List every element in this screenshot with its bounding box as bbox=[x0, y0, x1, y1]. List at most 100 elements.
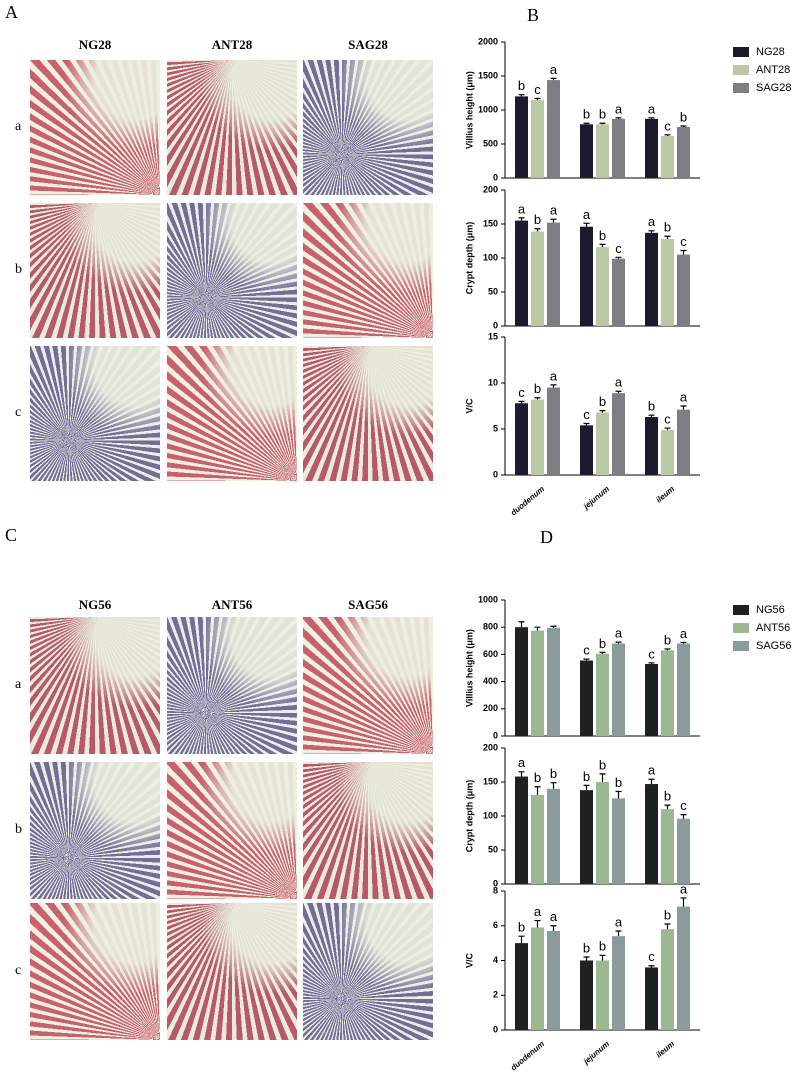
bar bbox=[580, 790, 593, 884]
error-bar bbox=[615, 117, 622, 119]
bar bbox=[645, 118, 658, 178]
significance-letter: a bbox=[550, 368, 558, 383]
bar bbox=[515, 943, 528, 1030]
error-bar bbox=[583, 122, 590, 125]
y-tick-label: 0 bbox=[493, 172, 498, 182]
significance-letter: b bbox=[599, 107, 606, 122]
error-bar bbox=[550, 782, 557, 789]
bar bbox=[547, 788, 560, 884]
column-label: NG28 bbox=[78, 37, 112, 52]
legend-swatch bbox=[733, 641, 749, 651]
column-label: NG56 bbox=[78, 597, 112, 612]
significance-letter: b bbox=[664, 220, 671, 235]
bar bbox=[596, 412, 609, 475]
legend-label: ANT56 bbox=[756, 622, 790, 634]
bar bbox=[580, 425, 593, 475]
significance-letter: c bbox=[664, 412, 671, 427]
error-bar bbox=[680, 641, 687, 644]
legend-swatch bbox=[733, 65, 749, 75]
y-tick-label: 5 bbox=[493, 423, 498, 433]
significance-letter: c bbox=[583, 643, 590, 658]
significance-letter: b bbox=[550, 766, 557, 781]
micrograph bbox=[30, 60, 160, 195]
y-tick-label: 0 bbox=[493, 469, 498, 479]
error-bar bbox=[583, 784, 590, 791]
y-tick-label: 100 bbox=[483, 252, 498, 262]
bar bbox=[612, 393, 625, 475]
significance-letter: b bbox=[518, 78, 525, 93]
y-axis-label: Crypt depth (μm) bbox=[464, 780, 474, 853]
bar bbox=[596, 247, 609, 326]
error-bar bbox=[648, 965, 655, 968]
significance-letter: b bbox=[599, 636, 606, 651]
bar bbox=[612, 118, 625, 178]
bar bbox=[677, 906, 690, 1030]
significance-letter: c bbox=[583, 407, 590, 422]
micrograph bbox=[167, 903, 297, 1040]
x-tick-label: jejunum bbox=[581, 484, 611, 511]
error-bar bbox=[518, 935, 525, 944]
bar bbox=[531, 794, 544, 884]
row-label: c bbox=[15, 962, 22, 978]
significance-letter: a bbox=[550, 909, 558, 924]
error-bar bbox=[664, 235, 671, 239]
error-bar bbox=[550, 218, 557, 223]
bar bbox=[612, 936, 625, 1030]
bar bbox=[515, 403, 528, 475]
significance-letter: b bbox=[518, 920, 525, 935]
significance-letter: c bbox=[648, 646, 655, 661]
micrograph bbox=[303, 203, 433, 338]
error-bar bbox=[648, 117, 655, 119]
panel-label: C bbox=[5, 525, 18, 545]
significance-letter: b bbox=[534, 770, 541, 785]
error-bar bbox=[599, 954, 606, 961]
micrograph bbox=[303, 903, 433, 1040]
significance-letter: a bbox=[648, 214, 656, 229]
row-label: b bbox=[15, 261, 22, 277]
y-tick-label: 2 bbox=[493, 990, 498, 1000]
error-bar bbox=[648, 414, 655, 418]
y-tick-label: 0 bbox=[493, 1024, 498, 1034]
error-bar bbox=[615, 641, 622, 644]
y-tick-label: 400 bbox=[483, 676, 498, 686]
legend-swatch bbox=[733, 47, 749, 57]
x-tick-label: ileum bbox=[654, 484, 676, 504]
y-tick-label: 200 bbox=[483, 703, 498, 713]
significance-letter: b bbox=[664, 789, 671, 804]
y-tick-label: 4 bbox=[493, 955, 498, 965]
significance-letter: b bbox=[534, 212, 541, 227]
significance-letter: b bbox=[664, 632, 671, 647]
bar bbox=[612, 643, 625, 736]
error-bar bbox=[664, 923, 671, 930]
y-tick-label: 0 bbox=[493, 878, 498, 888]
column-label: SAG28 bbox=[348, 37, 388, 52]
micrograph bbox=[303, 346, 433, 481]
y-tick-label: 200 bbox=[483, 184, 498, 194]
significance-letter: a bbox=[680, 626, 688, 641]
significance-letter: b bbox=[680, 109, 687, 124]
significance-letter: c bbox=[680, 798, 687, 813]
error-bar bbox=[664, 134, 671, 136]
bar bbox=[531, 99, 544, 178]
significance-letter: a bbox=[680, 881, 688, 896]
error-bar bbox=[550, 384, 557, 388]
error-bar bbox=[599, 410, 606, 413]
bar bbox=[531, 399, 544, 475]
y-axis-label: Villius height (μm) bbox=[464, 629, 474, 707]
y-axis-label: Crypt depth (μm) bbox=[464, 222, 474, 295]
error-bar bbox=[615, 790, 622, 799]
significance-letter: a bbox=[615, 914, 623, 929]
error-bar bbox=[534, 397, 541, 400]
significance-letter: b bbox=[599, 757, 606, 772]
bar bbox=[580, 960, 593, 1030]
bar bbox=[677, 643, 690, 736]
error-bar bbox=[583, 658, 590, 661]
y-tick-label: 1000 bbox=[478, 594, 498, 604]
bar bbox=[515, 96, 528, 178]
bar bbox=[515, 627, 528, 736]
micrograph bbox=[30, 762, 160, 899]
significance-letter: a bbox=[615, 101, 623, 116]
error-bar bbox=[599, 773, 606, 782]
error-bar bbox=[664, 427, 671, 430]
